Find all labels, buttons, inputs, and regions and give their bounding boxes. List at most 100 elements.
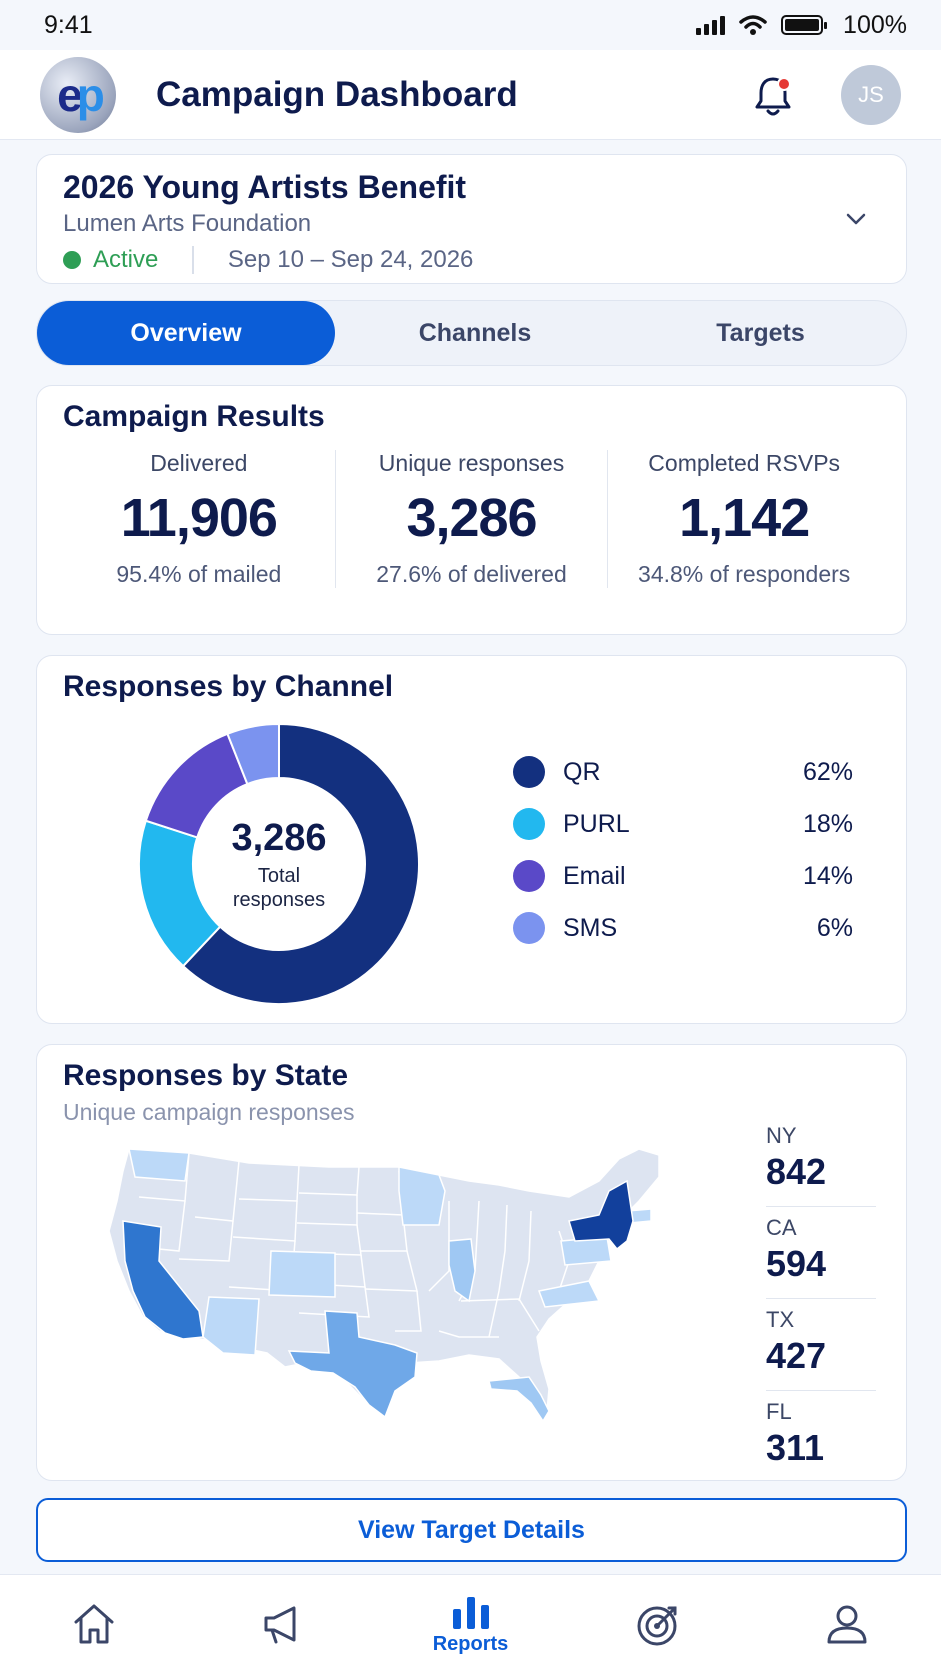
metric-completed-rsvps: Completed RSVPs 1,142 34.8% of responder… bbox=[607, 450, 880, 588]
tab-channels[interactable]: Channels bbox=[418, 318, 532, 347]
metric-note: 27.6% of delivered bbox=[376, 561, 567, 587]
metric-value: 11,906 bbox=[120, 488, 278, 548]
donut-chart: 3,286 Total responses bbox=[133, 718, 425, 1010]
status-time: 9:41 bbox=[44, 10, 93, 39]
metric-value: 3,286 bbox=[406, 488, 537, 548]
legend-label: QR bbox=[563, 757, 601, 786]
state-code: CA bbox=[766, 1215, 797, 1240]
state-tx bbox=[287, 1310, 418, 1419]
battery-icon bbox=[781, 15, 828, 35]
state-count: 842 bbox=[766, 1151, 827, 1192]
legend-percent: 14% bbox=[802, 861, 853, 890]
legend-label: SMS bbox=[563, 913, 618, 942]
nav-targets[interactable] bbox=[565, 1575, 753, 1672]
card-subtitle: Unique campaign responses bbox=[63, 1099, 355, 1125]
reports-icon bbox=[452, 1597, 489, 1629]
status-bar: 9:41 100% bbox=[0, 0, 941, 50]
legend-swatch bbox=[513, 860, 545, 892]
legend-label: PURL bbox=[563, 809, 630, 838]
legend-item-sms: SMS 6% bbox=[513, 902, 853, 954]
list-item: TX 427 bbox=[766, 1299, 876, 1391]
card-title: Campaign Results bbox=[63, 400, 325, 433]
nav-profile[interactable] bbox=[753, 1575, 941, 1672]
profile-icon bbox=[827, 1605, 867, 1643]
state-va bbox=[537, 1280, 601, 1308]
card-title: Responses by Channel bbox=[63, 670, 394, 703]
tab-overview[interactable]: Overview bbox=[37, 301, 335, 365]
state-ny bbox=[568, 1179, 634, 1251]
card-title: Responses by State bbox=[63, 1059, 349, 1092]
metric-unique-responses: Unique responses 3,286 27.6% of delivere… bbox=[334, 450, 608, 588]
legend-item-qr: QR 62% bbox=[513, 746, 853, 798]
us-state-map bbox=[108, 1148, 660, 1423]
campaign-name: 2026 Young Artists Benefit bbox=[63, 169, 467, 205]
divider bbox=[192, 246, 194, 274]
battery-percent: 100% bbox=[843, 10, 907, 39]
campaign-organization: Lumen Arts Foundation bbox=[63, 210, 312, 237]
list-item: NY 842 bbox=[766, 1115, 876, 1207]
metric-label: Delivered bbox=[150, 450, 248, 476]
bottom-nav: Reports bbox=[0, 1574, 941, 1672]
signal-icon bbox=[696, 15, 726, 35]
donut-slice-qr bbox=[181, 722, 420, 1005]
metric-note: 34.8% of responders bbox=[638, 561, 851, 587]
megaphone-icon bbox=[264, 1606, 296, 1643]
nav-campaigns[interactable] bbox=[188, 1575, 376, 1672]
state-code: FL bbox=[766, 1399, 792, 1424]
state-il bbox=[448, 1238, 476, 1303]
view-target-details-button[interactable]: View Target Details bbox=[36, 1498, 907, 1562]
legend-item-email: Email 14% bbox=[513, 850, 853, 902]
chart-legend: QR 62% PURL 18% Email 14% SMS 6% bbox=[513, 746, 853, 954]
responses-by-state-card: Responses by State Unique campaign respo… bbox=[36, 1044, 907, 1481]
list-item: CA 594 bbox=[766, 1207, 876, 1299]
status-dot bbox=[63, 251, 81, 269]
top-states-list: NY 842 CA 594 TX 427 FL 311 bbox=[766, 1115, 876, 1483]
state-mn bbox=[398, 1166, 446, 1226]
state-pa bbox=[560, 1236, 612, 1266]
campaign-results-card: Campaign Results Delivered 11,906 95.4% … bbox=[36, 385, 907, 635]
campaign-selector[interactable]: 2026 Young Artists Benefit Lumen Arts Fo… bbox=[36, 154, 907, 284]
notifications-button[interactable] bbox=[745, 67, 801, 123]
state-count: 311 bbox=[766, 1427, 825, 1468]
metric-delivered: Delivered 11,906 95.4% of mailed bbox=[63, 450, 335, 588]
tab-bar: Overview Channels Targets bbox=[36, 300, 907, 366]
legend-percent: 6% bbox=[816, 913, 853, 942]
metric-label: Completed RSVPs bbox=[648, 450, 841, 476]
state-wa bbox=[128, 1148, 190, 1182]
donut-total: 3,286 bbox=[231, 816, 327, 859]
state-co bbox=[268, 1250, 336, 1298]
donut-svg bbox=[138, 722, 420, 1005]
page-title: Campaign Dashboard bbox=[156, 74, 518, 114]
state-az bbox=[202, 1296, 260, 1356]
state-count: 594 bbox=[766, 1243, 827, 1284]
avatar[interactable]: JS bbox=[841, 64, 901, 125]
list-item: FL 311 bbox=[766, 1391, 876, 1483]
metric-value: 1,142 bbox=[679, 488, 810, 548]
status-badge: Active bbox=[93, 246, 159, 273]
nav-reports[interactable]: Reports bbox=[376, 1575, 564, 1672]
legend-swatch bbox=[513, 756, 545, 788]
target-icon bbox=[637, 1606, 677, 1645]
state-ca bbox=[122, 1220, 204, 1340]
metric-label: Unique responses bbox=[378, 450, 565, 476]
metric-note: 95.4% of mailed bbox=[116, 561, 282, 587]
state-code: TX bbox=[766, 1307, 795, 1332]
legend-percent: 18% bbox=[802, 809, 853, 838]
legend-percent: 62% bbox=[802, 757, 853, 786]
home-icon bbox=[74, 1604, 114, 1643]
donut-total-label: Total responses bbox=[232, 864, 326, 911]
bell-icon bbox=[755, 77, 791, 115]
wifi-icon bbox=[739, 15, 767, 35]
tab-targets[interactable]: Targets bbox=[716, 318, 805, 347]
state-count: 427 bbox=[766, 1335, 827, 1376]
nav-home[interactable] bbox=[0, 1575, 188, 1672]
responses-by-channel-card: Responses by Channel 3,286 Total respons… bbox=[36, 655, 907, 1024]
chevron-down-icon[interactable] bbox=[842, 205, 870, 233]
legend-item-purl: PURL 18% bbox=[513, 798, 853, 850]
campaign-dates: Sep 10 – Sep 24, 2026 bbox=[227, 246, 474, 273]
nav-reports-label: Reports bbox=[432, 1633, 509, 1655]
legend-label: Email bbox=[563, 861, 626, 890]
state-code: NY bbox=[766, 1123, 797, 1148]
